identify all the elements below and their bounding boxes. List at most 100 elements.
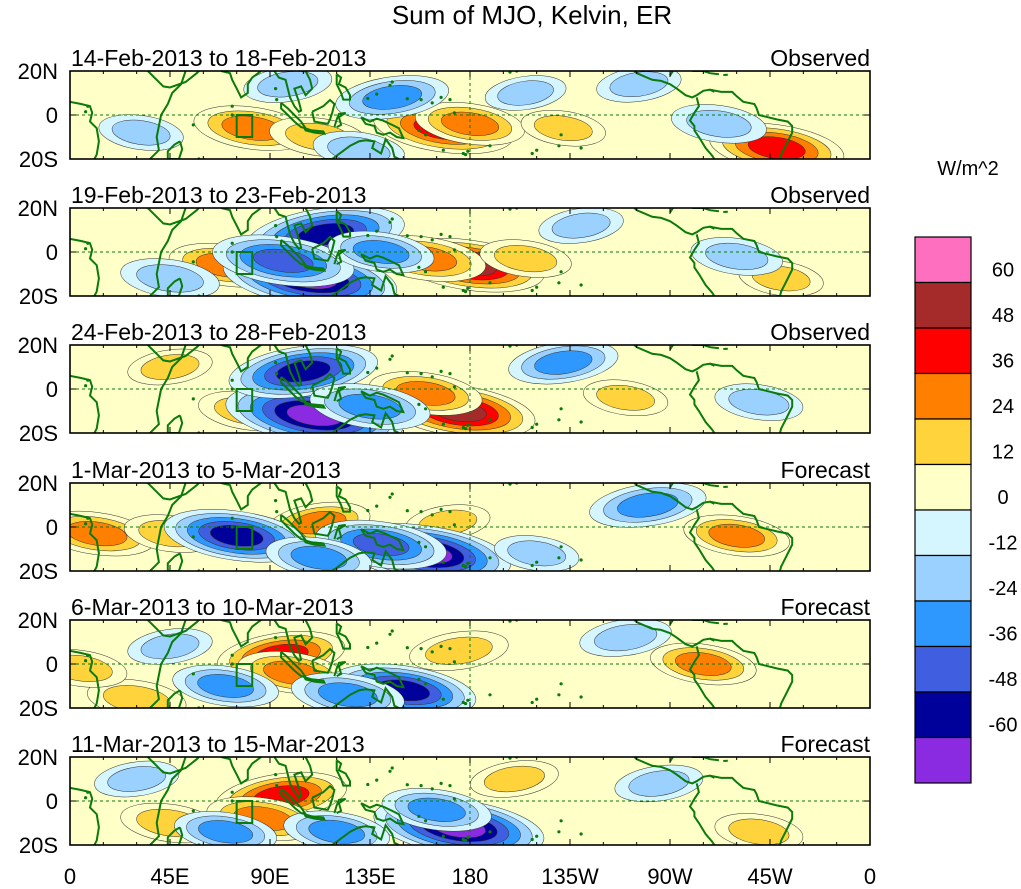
island: [84, 659, 88, 663]
island: [230, 516, 234, 520]
island: [439, 369, 443, 373]
panel: 20N 0 20S 1-Mar-2013 to 5-Mar-2013 Forecast: [18, 457, 871, 584]
coastline: [333, 248, 347, 265]
colorbar-swatch: [914, 691, 972, 739]
anomaly-contour: [197, 674, 254, 698]
panel-kind: Observed: [770, 45, 870, 71]
island: [405, 97, 409, 101]
island: [441, 560, 445, 564]
colorbar-label: 36: [992, 351, 1014, 373]
coastline: [709, 362, 794, 433]
island: [275, 784, 279, 788]
x-tick-label: 90W: [647, 864, 692, 889]
island: [435, 434, 438, 437]
island: [488, 556, 492, 560]
coastline: [335, 73, 351, 101]
coastline: [147, 208, 200, 226]
island: [86, 378, 90, 382]
coastline: [311, 98, 336, 125]
coastline: [70, 237, 100, 296]
coastline: [303, 813, 327, 821]
island: [424, 133, 428, 137]
island: [405, 783, 409, 787]
island: [424, 819, 428, 823]
coastline: [360, 802, 405, 826]
colorbar-swatch: [914, 327, 972, 375]
x-tick-label: 135E: [344, 864, 395, 889]
island: [405, 371, 409, 375]
coastline: [335, 210, 351, 238]
coastline: [147, 71, 200, 89]
island: [461, 700, 465, 705]
island: [366, 370, 370, 375]
index-box: [235, 663, 254, 687]
island: [579, 420, 583, 424]
colorbar-label: 60: [992, 260, 1014, 282]
island: [461, 151, 465, 156]
coastline: [273, 345, 314, 387]
island: [419, 235, 423, 239]
island: [424, 545, 428, 549]
island: [530, 425, 534, 430]
anomaly-contour: [497, 80, 554, 106]
island: [86, 104, 90, 108]
anomaly-field: [70, 483, 790, 571]
coastline: [273, 208, 314, 250]
island: [390, 354, 394, 358]
island: [452, 523, 456, 527]
island: [461, 563, 465, 568]
coastline: [147, 345, 200, 363]
island: [375, 778, 379, 782]
coastline: [303, 127, 327, 135]
colorbar: W/m^2 60 48 36 24 12 0 -12 -24 -36 -48 -60: [914, 158, 1017, 784]
island: [530, 151, 534, 156]
island: [430, 101, 434, 105]
island: [390, 80, 394, 84]
island: [274, 773, 278, 777]
panels-group: 20N 0 20S 14-Feb-2013 to 18-Feb-2013 Observe…: [18, 45, 871, 858]
anomaly-contour: [507, 540, 567, 567]
coastline: [360, 665, 405, 689]
island: [466, 149, 470, 153]
coastline: [166, 552, 184, 571]
island: [535, 560, 539, 564]
y-tick-label: 20N: [18, 196, 58, 221]
island: [230, 790, 234, 794]
y-tick-label: 20S: [19, 284, 58, 309]
anomaly-contour: [483, 765, 545, 793]
island: [230, 241, 234, 245]
colorbar-units: W/m^2: [937, 158, 999, 180]
chart-title: Sum of MJO, Kelvin, ER: [392, 0, 672, 30]
coastline: [70, 374, 100, 433]
y-tick-label: 20S: [19, 833, 58, 858]
coastline: [321, 823, 400, 845]
coastline: [335, 622, 351, 650]
anomaly-contour: [111, 119, 171, 146]
island: [559, 270, 563, 274]
island: [461, 425, 465, 430]
coastline: [333, 797, 347, 814]
island: [579, 695, 583, 699]
island: [230, 104, 234, 108]
island: [559, 682, 563, 686]
x-tick-label: 90E: [250, 864, 289, 889]
island: [375, 366, 379, 370]
coastline: [633, 483, 715, 511]
coastline: [692, 483, 720, 488]
colorbar-label: 24: [992, 396, 1014, 418]
colorbar-label: 12: [992, 442, 1014, 464]
panel-period: 1-Mar-2013 to 5-Mar-2013: [71, 457, 341, 483]
island: [441, 148, 445, 152]
coastline: [669, 71, 677, 76]
coastline: [273, 483, 314, 525]
island: [388, 769, 392, 773]
coastline: [70, 512, 100, 571]
coastline: [220, 208, 262, 236]
coastline: [220, 483, 262, 511]
island: [430, 650, 434, 654]
coastline: [709, 500, 794, 571]
island: [275, 98, 279, 102]
island: [419, 372, 423, 376]
y-tick-label: 20N: [18, 471, 58, 496]
anomaly-contour: [198, 820, 254, 844]
